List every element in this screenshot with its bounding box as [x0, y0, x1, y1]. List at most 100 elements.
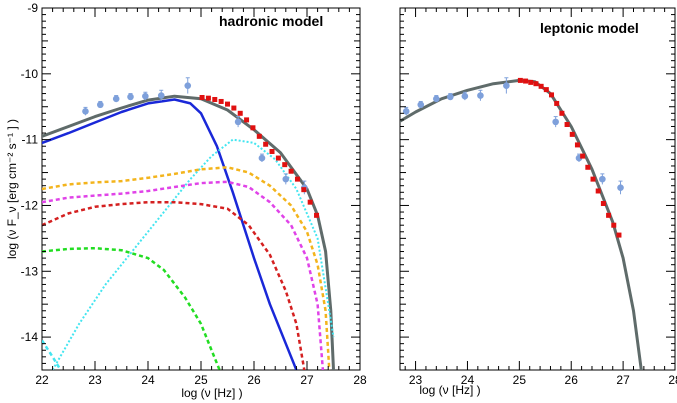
model-curve-1	[42, 98, 298, 370]
fermi-data-point	[184, 82, 192, 89]
red-square-marker	[606, 212, 612, 218]
red-square-marker	[564, 121, 570, 127]
fermi-data-point	[127, 93, 134, 101]
y-tick-label: -9	[27, 1, 38, 15]
x-tick-label: 28	[353, 373, 367, 387]
red-square-marker	[250, 125, 256, 131]
red-square-marker	[533, 81, 539, 87]
fermi-data-point	[552, 118, 559, 126]
plot-frame	[399, 7, 676, 371]
fermi-data-point	[433, 95, 440, 103]
red-square-marker	[595, 188, 601, 194]
model-curve-4	[42, 180, 325, 370]
red-square-marker	[218, 98, 224, 104]
fermi-data-point	[142, 92, 149, 100]
hadronic-axes: 22 23 24 25 26 27 28 -9 -10 -11 -12 -13 -14	[21, 1, 367, 387]
fermi-data-point	[617, 184, 624, 191]
red-square-marker	[549, 92, 555, 98]
model-curve-3	[42, 166, 331, 370]
red-square-marker	[256, 133, 262, 139]
red-square-marker	[538, 83, 544, 89]
leptonic-plot-marks	[400, 77, 643, 370]
red-square-marker	[288, 168, 294, 174]
red-square-marker	[244, 117, 250, 123]
fermi-data-point	[258, 154, 266, 162]
fermi-data-point	[477, 92, 484, 99]
fermi-data-point	[447, 93, 454, 101]
red-square-marker	[611, 222, 617, 228]
red-square-marker	[231, 105, 237, 111]
model-curve-6	[42, 246, 221, 370]
fermi-data-point	[97, 101, 104, 109]
leptonic-title: leptonic model	[540, 20, 639, 36]
model-curve-7	[42, 339, 62, 370]
hadronic-x-axis-label: log (ν [Hz] )	[181, 386, 242, 400]
red-square-marker	[517, 77, 523, 83]
x-tick-label: 25	[194, 373, 208, 387]
y-tick-label: -11	[22, 133, 39, 147]
y-tick-label: -13	[21, 264, 39, 278]
x-tick-label: 26	[247, 373, 261, 387]
x-tick-label: 22	[35, 373, 49, 387]
x-tick-label: 27	[300, 373, 314, 387]
x-tick-label: 26	[565, 373, 579, 387]
red-square-marker	[314, 212, 320, 218]
red-square-marker	[574, 142, 580, 148]
fermi-data-point	[282, 175, 290, 183]
red-square-marker	[523, 78, 529, 84]
y-axis-label: log (ν F_ν [erg cm⁻² s⁻¹ ] )	[5, 119, 19, 259]
red-square-marker	[301, 187, 307, 193]
model-curve-2	[51, 138, 335, 370]
x-tick-label: 24	[461, 373, 475, 387]
red-square-marker	[600, 200, 606, 206]
red-square-marker	[269, 148, 275, 154]
red-square-marker	[294, 176, 300, 182]
leptonic-panel: 23 24 25 26 27 28 leptonic model log (ν [Hz] …	[399, 7, 677, 397]
hadronic-panel: 22 23 24 25 26 27 28 -9 -10 -11 -12 -13 -14 hadronic…	[5, 1, 367, 400]
red-square-marker	[616, 232, 622, 238]
fermi-data-point	[417, 101, 425, 109]
red-square-marker	[282, 162, 288, 168]
red-square-marker	[554, 100, 560, 106]
fermi-data-point	[157, 92, 165, 99]
fermi-data-point	[112, 95, 120, 103]
fermi-data-point	[503, 82, 510, 89]
y-tick-label: -10	[21, 67, 39, 81]
hadronic-plot-marks	[42, 77, 335, 370]
fermi-data-point	[82, 108, 89, 115]
x-tick-label: 28	[668, 373, 677, 387]
fermi-data-point	[402, 108, 410, 115]
red-square-marker	[590, 176, 596, 182]
x-tick-label: 24	[141, 373, 155, 387]
red-square-marker	[559, 110, 565, 116]
red-square-marker	[580, 153, 586, 159]
red-square-marker	[225, 101, 230, 107]
red-square-marker	[212, 96, 218, 102]
red-square-marker	[528, 79, 534, 85]
red-square-marker	[199, 95, 205, 101]
y-tick-label: -12	[21, 198, 39, 212]
red-square-marker	[569, 131, 575, 137]
x-tick-label: 25	[513, 373, 527, 387]
y-tick-label: -14	[21, 330, 39, 344]
red-square-marker	[275, 155, 281, 161]
hadronic-title: hadronic model	[219, 13, 323, 29]
red-square-marker	[237, 110, 243, 116]
x-tick-label: 23	[409, 373, 423, 387]
fermi-data-point	[234, 118, 242, 126]
model-curve-5	[42, 200, 306, 370]
x-tick-label: 27	[616, 373, 630, 387]
leptonic-axes: 23 24 25 26 27 28	[400, 7, 677, 387]
fermi-data-point	[599, 175, 606, 183]
x-tick-label: 23	[88, 373, 102, 387]
leptonic-x-axis-label: log (ν [Hz] )	[419, 383, 480, 397]
red-square-marker	[585, 164, 591, 170]
red-square-marker	[543, 87, 549, 93]
model-curve-0	[42, 94, 335, 370]
red-square-marker	[263, 141, 269, 147]
fermi-data-point	[461, 92, 469, 100]
red-square-marker	[205, 95, 211, 101]
red-square-marker	[307, 199, 313, 205]
